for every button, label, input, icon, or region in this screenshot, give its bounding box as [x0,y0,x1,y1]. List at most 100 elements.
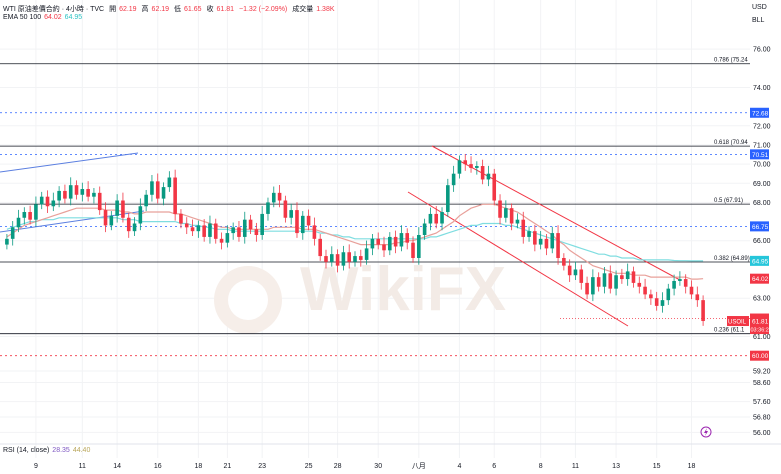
candle-body [57,190,61,201]
price-tick-label: 58.60 [753,380,771,387]
time-tick-label: 30 [374,463,382,470]
ema-label: EMA 50 100 [3,14,42,21]
candle-body [440,212,444,224]
time-tick-label: 8 [539,463,543,470]
price-tick-label: 59.20 [753,369,771,376]
volume-label: 成交量 [292,6,314,13]
candle-body [295,210,299,234]
price-tick-label: 71.00 [753,142,771,149]
time-axis[interactable]: 9 11 14 16 18 21 23 25 28 30 八月 4 6 8 11 13 15 18 [34,462,696,470]
high-label: 高 [141,6,149,13]
ema-legend[interactable]: EMA 50 100 64.02 64.95 [3,14,85,21]
trend-channels [0,145,681,327]
red-channel-bottom[interactable] [407,191,629,327]
candle-body [5,238,9,245]
candle-body [97,192,102,211]
unit-label: BLL [752,17,765,24]
blue-channel-top[interactable] [0,152,139,173]
time-tick-label: 9 [34,463,38,470]
candle-body [283,200,288,218]
candle-body [312,225,317,239]
time-tick-label: 18 [194,463,202,470]
candle-body [428,213,433,224]
candle-body [550,233,555,249]
candle-body [411,242,415,258]
candle-body [498,200,502,218]
price-tag-label: 64.02 [752,276,769,283]
candle-body [446,185,450,213]
candle-body [225,233,230,243]
candle-body [469,164,473,168]
candle-body [422,223,427,235]
candle-body [300,215,305,234]
time-tick-label: 18 [688,463,696,470]
candle-body [138,206,143,224]
rsi-legend[interactable]: RSI (14, close) 28.35 44.40 [3,447,93,454]
price-tag-label: 60.00 [752,353,769,360]
candle-body [521,219,526,237]
candle-body [370,238,375,249]
candle-body [509,208,514,224]
candle-body [289,210,293,218]
price-tick-label: 76.00 [753,47,771,54]
rsi-value: 28.35 [52,447,70,454]
candle-body [596,277,601,287]
candle-body [347,252,351,262]
candle-body [463,160,468,165]
price-axis[interactable]: 76.00 74.00 72.00 71.00 70.00 69.00 68.00 66.00… [727,47,772,437]
red-channel-top[interactable] [431,145,681,281]
candle-body [28,212,32,220]
candle-body [556,233,560,258]
candle-body [585,282,589,295]
candle-body [132,223,137,232]
candle-body [451,173,456,186]
candle-body [34,204,38,220]
candle-body [614,275,618,289]
low-label: 低 [174,6,182,13]
currency-label[interactable]: USD [752,4,767,11]
time-tick-label: 13 [612,463,620,470]
change-value: −1.32 (−2.09%) [239,6,288,13]
candle-body [538,238,543,245]
candle-body [480,166,485,180]
candle-body [219,238,224,243]
fib-label: 0.5 (67.91) [714,198,743,204]
watermark-logo-icon [214,266,282,334]
fib-label: 0.382 (64.89) [714,256,750,262]
candle-body [63,190,67,199]
last-price-tag [750,316,769,335]
candle-body [608,273,613,289]
candles [5,153,705,326]
candle-body [155,181,160,199]
time-tick-label: 4 [457,463,461,470]
candle-body [353,256,357,262]
lightning-icon[interactable] [700,426,712,438]
candle-body [324,256,328,262]
candle-body [254,229,259,235]
candle-body [457,160,462,174]
candle-body [39,196,44,205]
candle-body [80,189,85,195]
candle-body [179,213,183,224]
time-tick-label: 21 [223,463,231,470]
candle-body [701,300,705,322]
volume-value: 1.38K [316,6,335,13]
price-tick-label: 72.00 [753,123,771,130]
candle-body [51,200,56,207]
price-tick-label: 61.00 [753,334,771,341]
blue-channel-bottom[interactable] [0,210,145,233]
candle-body [341,252,346,266]
candle-body [335,254,340,266]
candle-body [103,210,108,226]
price-tick-label: 69.00 [753,181,771,188]
price-tick-label: 63.00 [753,296,771,303]
price-tag-label: 64.95 [752,258,769,265]
candle-body [486,173,491,180]
candle-body [329,254,334,262]
symbol-line[interactable]: WTI 原油差價合約 · 4小時 · TVC [3,6,105,13]
last-price-label: 61.81 [752,319,769,326]
price-tick-label: 68.00 [753,200,771,207]
candle-body [260,213,264,235]
time-tick-label: 11 [572,463,579,470]
